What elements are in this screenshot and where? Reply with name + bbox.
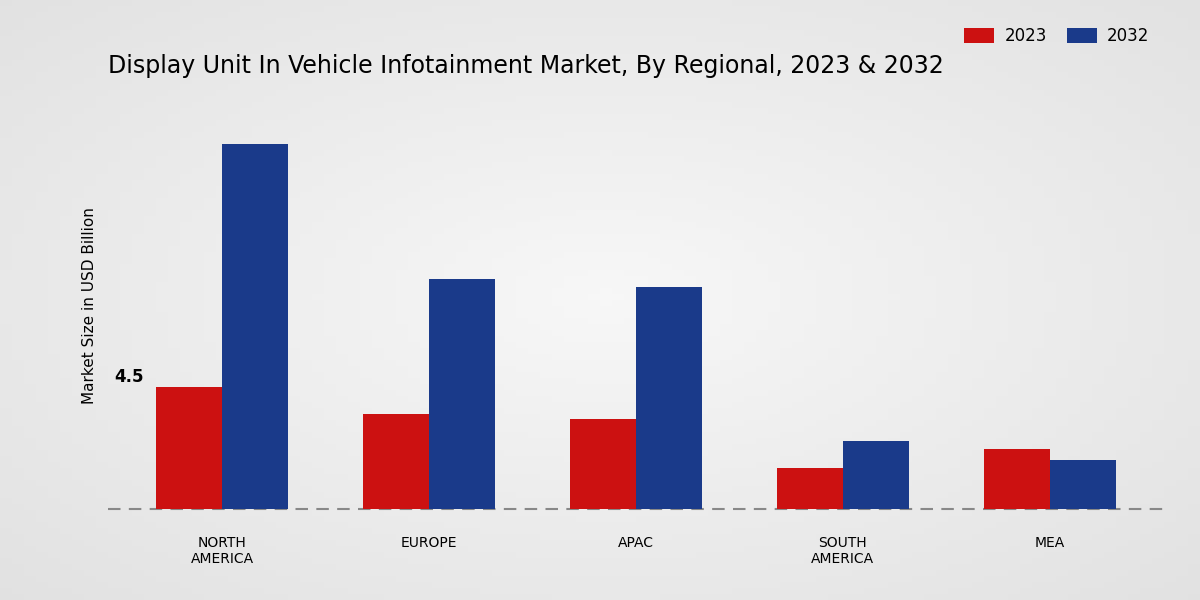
Bar [636,287,702,509]
Bar [842,441,910,509]
Bar [570,419,636,509]
Legend: 2023, 2032: 2023, 2032 [958,20,1156,52]
Bar [362,414,430,509]
Bar [984,449,1050,509]
Bar [430,279,496,509]
Text: 4.5: 4.5 [114,368,144,386]
Bar [1050,460,1116,509]
Bar [222,144,288,509]
Y-axis label: Market Size in USD Billion: Market Size in USD Billion [82,208,97,404]
Bar [776,468,842,509]
Bar [156,387,222,509]
Text: Display Unit In Vehicle Infotainment Market, By Regional, 2023 & 2032: Display Unit In Vehicle Infotainment Mar… [108,55,943,79]
